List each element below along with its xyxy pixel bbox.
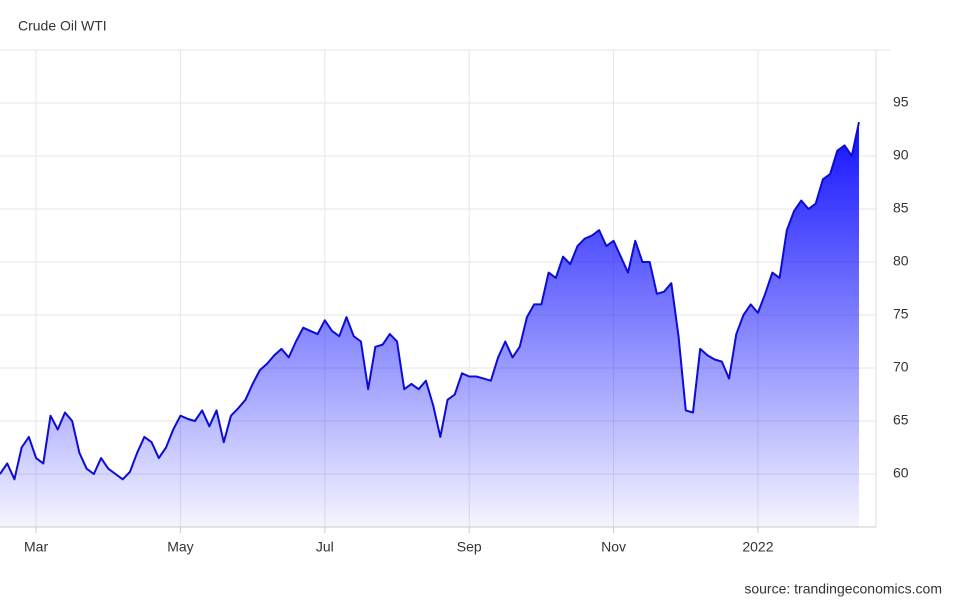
y-tick-label: 80	[893, 253, 909, 269]
chart-title: Crude Oil WTI	[18, 18, 107, 34]
price-line	[0, 121, 860, 481]
area-fill	[0, 122, 859, 527]
source-note: source: trandingeconomics.com	[744, 581, 942, 597]
y-tick-label: 90	[893, 147, 909, 163]
x-tick-label: Mar	[24, 539, 48, 555]
x-tick-label: Nov	[601, 539, 626, 555]
y-tick-label: 70	[893, 359, 909, 375]
y-tick-label: 65	[893, 412, 909, 428]
y-tick-label: 95	[893, 94, 909, 110]
y-tick-label: 85	[893, 200, 909, 216]
x-tick-label: 2022	[742, 539, 773, 555]
x-tick-label: Sep	[457, 539, 482, 555]
y-tick-label: 60	[893, 465, 909, 481]
x-tick-label: May	[167, 539, 193, 555]
y-tick-label: 75	[893, 306, 909, 322]
x-tick-label: Jul	[316, 539, 334, 555]
